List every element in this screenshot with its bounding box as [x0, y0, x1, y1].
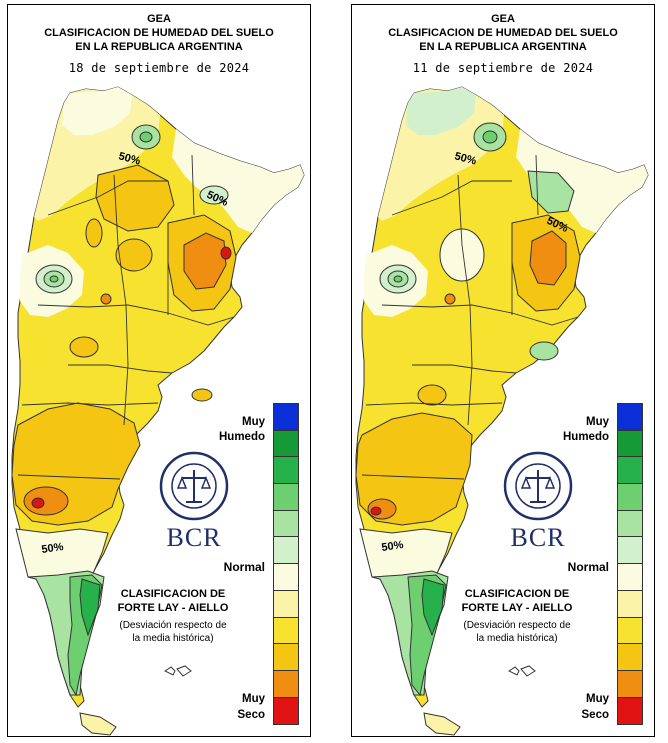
bcr-brand: BCR	[166, 523, 222, 552]
map-title-line2: EN LA REPUBLICA ARGENTINA	[419, 41, 587, 53]
legend-label-muy-seco-2: Seco	[237, 709, 266, 721]
map-title-line1: CLASIFICACION DE HUMEDAD DEL SUELO	[388, 27, 618, 39]
org-label: GEA	[491, 13, 515, 25]
map-date: 18 de septiembre de 2024	[68, 61, 250, 75]
argentina-soil-moisture-map: 50% 50% 50%	[355, 86, 649, 736]
map-contour-label: 50%	[41, 541, 65, 556]
legend-swatch	[618, 430, 642, 458]
legend-swatch	[618, 617, 642, 645]
legend-label-muy-seco-2: Seco	[581, 709, 610, 721]
legend-swatch	[618, 404, 642, 431]
legend-swatch	[618, 590, 642, 618]
map-dry-area-center	[95, 164, 175, 232]
legend-swatch	[274, 617, 298, 645]
argentina-soil-moisture-map: 50% 50% 50%	[11, 86, 305, 736]
legend-swatch	[274, 670, 298, 698]
legend-swatch	[618, 457, 642, 485]
map-province-borders	[361, 154, 579, 480]
soil-moisture-map-panel-sep-11: 50% 50% 50% GEA CLASIFICACION DE HUMEDAD…	[351, 4, 655, 737]
classification-line2: FORTE LAY - AIELLO	[461, 602, 573, 614]
legend-swatch	[274, 537, 298, 565]
legend-label-muy-humedo-2: Humedo	[563, 431, 609, 443]
legend-swatch	[618, 644, 642, 671]
map-title-line1: CLASIFICACION DE HUMEDAD DEL SUELO	[44, 27, 274, 39]
legend-swatch	[274, 430, 298, 458]
map-tierra-del-fuego	[423, 712, 461, 736]
legend-swatch	[618, 537, 642, 565]
map-very-dry-area-south	[23, 486, 69, 516]
malvinas-islands	[164, 665, 192, 677]
classification-line4: la media histórica)	[476, 633, 558, 644]
malvinas-islands	[508, 665, 536, 677]
classification-line2: FORTE LAY - AIELLO	[117, 602, 229, 614]
soil-moisture-map-panel-sep-18: 50% 50% 50% GEA CLASIFICACION DE HUMEDAD…	[7, 4, 311, 737]
classification-line4: la media histórica)	[132, 633, 214, 644]
legend-swatch	[618, 484, 642, 511]
legend-label-muy-humedo-1: Muy	[242, 416, 265, 428]
moisture-legend	[273, 403, 299, 726]
legend-swatch	[274, 510, 298, 538]
map-very-dry-area-east	[183, 232, 227, 290]
legend-swatch	[274, 644, 298, 671]
legend-label-normal: Normal	[223, 560, 265, 574]
legend-swatch	[618, 564, 642, 591]
map-extreme-dry-spot	[220, 246, 232, 260]
map-contour-label: 50%	[117, 150, 142, 167]
legend-label-muy-humedo-2: Humedo	[219, 431, 265, 443]
legend-swatch	[274, 564, 298, 591]
legend-swatch	[618, 697, 642, 725]
legend-label-muy-seco-1: Muy	[586, 693, 609, 705]
bcr-seal-logo	[503, 451, 573, 521]
map-title-line2: EN LA REPUBLICA ARGENTINA	[75, 41, 243, 53]
bcr-brand: BCR	[510, 523, 566, 552]
classification-line1: CLASIFICACION DE	[120, 588, 226, 600]
map-contour-label: 50%	[381, 539, 405, 554]
map-region-north-cream	[62, 87, 132, 135]
map-region-north-green	[406, 87, 476, 135]
map-very-dry-area-east	[529, 230, 567, 286]
legend-label-muy-humedo-1: Muy	[586, 416, 609, 428]
map-contour-label: 50%	[453, 150, 478, 167]
map-date: 11 de septiembre de 2024	[412, 61, 594, 75]
map-province-borders	[17, 154, 235, 480]
legend-swatch	[274, 404, 298, 431]
classification-line3: (Desviación respecto de	[463, 620, 571, 631]
map-wet-spot-ne	[199, 185, 229, 205]
map-tierra-del-fuego	[79, 712, 117, 736]
map-dry-area-patagonia	[355, 412, 473, 526]
map-dry-area-cba	[115, 238, 153, 272]
legend-label-muy-seco-1: Muy	[242, 693, 265, 705]
org-label: GEA	[147, 13, 171, 25]
map-region-northeast	[172, 129, 304, 233]
map-wet-spot-east	[529, 341, 559, 361]
legend-swatch	[274, 590, 298, 618]
bcr-seal-logo	[159, 451, 229, 521]
moisture-legend	[617, 403, 643, 726]
legend-swatch	[274, 457, 298, 485]
classification-line3: (Desviación respecto de	[119, 620, 227, 631]
classification-line1: CLASIFICACION DE	[464, 588, 570, 600]
legend-label-normal: Normal	[567, 560, 609, 574]
map-wet-area-ne	[527, 170, 575, 214]
map-region-northeast	[516, 129, 648, 233]
legend-swatch	[618, 670, 642, 698]
map-cream-area-center	[439, 228, 485, 282]
legend-swatch	[274, 697, 298, 725]
legend-swatch	[618, 510, 642, 538]
legend-swatch	[274, 484, 298, 511]
